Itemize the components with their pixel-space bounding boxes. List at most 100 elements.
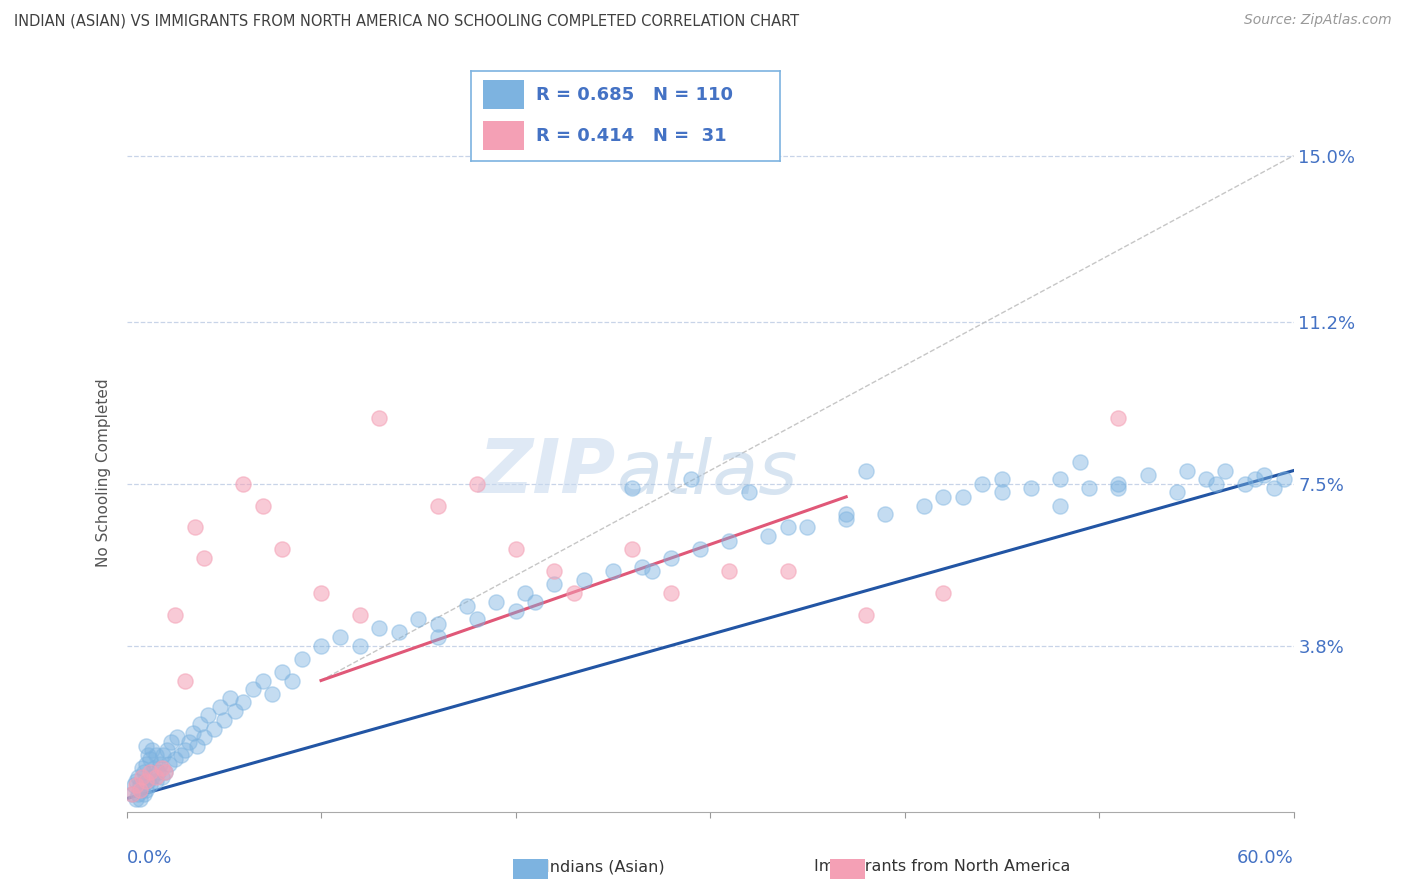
Point — [1049, 472, 1071, 486]
Point — [1243, 472, 1265, 486]
Point — [1205, 476, 1227, 491]
Point — [127, 770, 149, 784]
Point — [485, 595, 508, 609]
Point — [631, 559, 654, 574]
Point — [170, 747, 193, 762]
Point — [242, 682, 264, 697]
Point — [368, 621, 391, 635]
Point — [972, 476, 994, 491]
Point — [621, 481, 644, 495]
Point — [125, 779, 148, 793]
Point — [135, 756, 157, 771]
Point — [309, 586, 332, 600]
Point — [426, 616, 449, 631]
Point — [232, 476, 254, 491]
Point — [165, 607, 187, 622]
Point — [855, 607, 877, 622]
Point — [152, 747, 174, 762]
Point — [141, 770, 163, 784]
Point — [505, 603, 527, 617]
Point — [271, 542, 294, 557]
Point — [641, 564, 664, 578]
Point — [776, 564, 799, 578]
Point — [756, 529, 779, 543]
Point — [149, 756, 172, 771]
Point — [193, 551, 215, 566]
Point — [127, 787, 149, 801]
Point — [952, 490, 974, 504]
Point — [129, 782, 152, 797]
Point — [1108, 481, 1130, 495]
Point — [136, 774, 159, 789]
Point — [208, 699, 231, 714]
Point — [1108, 476, 1130, 491]
Text: ZIP: ZIP — [479, 436, 617, 509]
Point — [505, 542, 527, 557]
Point — [562, 586, 585, 600]
Point — [145, 774, 167, 789]
Point — [1049, 499, 1071, 513]
Point — [465, 476, 488, 491]
Point — [932, 490, 955, 504]
Text: Indians (Asian): Indians (Asian) — [544, 859, 665, 874]
Point — [218, 691, 240, 706]
Point — [181, 726, 204, 740]
Point — [132, 787, 155, 801]
Point — [135, 739, 157, 753]
Point — [408, 612, 430, 626]
Point — [1233, 476, 1256, 491]
Point — [621, 542, 644, 557]
Point — [1166, 485, 1188, 500]
Point — [141, 743, 163, 757]
Point — [1078, 481, 1101, 495]
Point — [135, 774, 157, 789]
Text: 0.0%: 0.0% — [127, 849, 172, 867]
Point — [125, 774, 148, 789]
Point — [142, 761, 165, 775]
Point — [135, 782, 157, 797]
Point — [174, 673, 197, 688]
Point — [124, 779, 146, 793]
Point — [990, 485, 1012, 500]
Point — [1272, 472, 1295, 486]
Point — [271, 665, 294, 679]
Point — [349, 639, 371, 653]
Point — [990, 472, 1012, 486]
Point — [132, 765, 155, 780]
Text: Immigrants from North America: Immigrants from North America — [814, 859, 1070, 874]
Point — [1175, 464, 1198, 478]
Point — [776, 520, 799, 534]
Point — [835, 511, 858, 525]
Point — [388, 625, 411, 640]
Point — [150, 770, 173, 784]
Point — [1019, 481, 1042, 495]
Point — [121, 787, 143, 801]
Point — [796, 520, 818, 534]
Point — [290, 651, 312, 665]
Point — [190, 717, 212, 731]
Point — [129, 791, 152, 805]
Point — [1215, 464, 1237, 478]
Point — [197, 708, 219, 723]
Point — [718, 533, 741, 548]
Point — [426, 630, 449, 644]
Point — [131, 782, 153, 797]
Point — [131, 770, 153, 784]
Point — [1263, 481, 1285, 495]
Point — [689, 542, 711, 557]
Point — [150, 761, 173, 775]
Point — [426, 499, 449, 513]
Point — [659, 586, 682, 600]
Point — [368, 411, 391, 425]
Point — [349, 607, 371, 622]
Point — [515, 586, 537, 600]
Text: R = 0.414   N =  31: R = 0.414 N = 31 — [536, 127, 727, 145]
Point — [932, 586, 955, 600]
Point — [177, 735, 200, 749]
Point — [252, 673, 274, 688]
Point — [139, 765, 162, 780]
Point — [456, 599, 478, 614]
Point — [146, 765, 169, 780]
Point — [232, 695, 254, 709]
Point — [679, 472, 702, 486]
